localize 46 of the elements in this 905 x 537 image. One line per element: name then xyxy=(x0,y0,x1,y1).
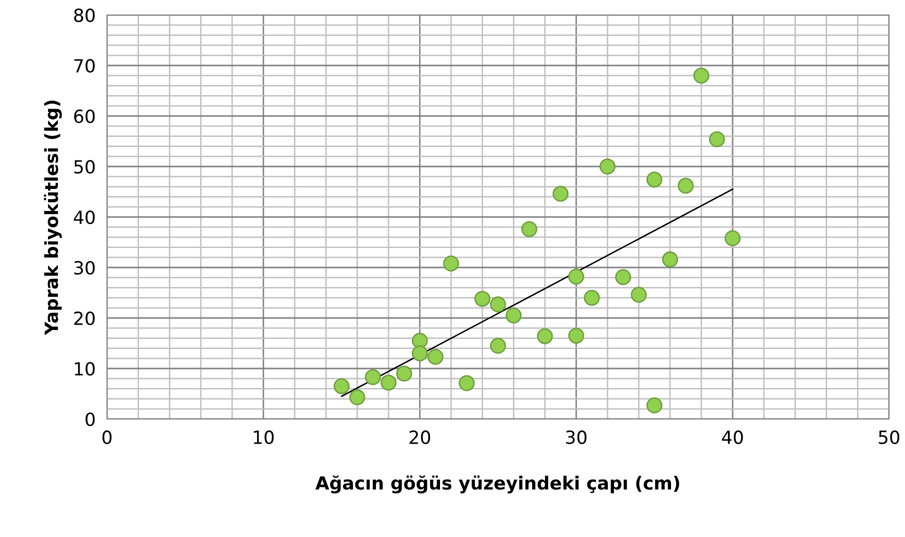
point xyxy=(506,307,522,324)
y-tick-label: 80 xyxy=(74,8,95,22)
y-tick-label: 0 xyxy=(86,412,95,426)
x-tick-label: 10 xyxy=(254,430,274,444)
point xyxy=(552,186,569,202)
x-axis-title: Ağacın göğüs yüzeyindeki çapı (cm) xyxy=(315,475,680,494)
point xyxy=(380,374,397,391)
y-tick-label: 30 xyxy=(74,260,95,275)
point xyxy=(334,378,350,394)
point xyxy=(568,328,584,344)
point xyxy=(646,172,662,188)
point xyxy=(630,286,647,303)
point xyxy=(412,345,428,362)
y-axis-title: Yaprak biyokütlesi (kg) xyxy=(44,100,62,336)
x-tick-label: 50 xyxy=(878,430,900,444)
point xyxy=(615,269,632,286)
x-tick-label: 0 xyxy=(102,430,112,444)
point xyxy=(568,268,584,285)
point xyxy=(646,397,662,414)
y-tick-label: 60 xyxy=(74,109,95,124)
point xyxy=(536,328,553,344)
point xyxy=(708,131,725,148)
x-tick-label: 30 xyxy=(566,430,586,444)
x-tick-label: 40 xyxy=(722,430,743,444)
point xyxy=(490,296,506,312)
y-tick-label: 70 xyxy=(74,58,95,73)
y-tick-label: 20 xyxy=(74,311,95,326)
point xyxy=(427,348,444,365)
point xyxy=(458,375,475,392)
x-tick-label: 20 xyxy=(410,430,430,444)
point xyxy=(724,230,741,246)
point xyxy=(443,255,460,272)
y-tick-label: 50 xyxy=(74,160,95,174)
point xyxy=(474,290,490,307)
point xyxy=(678,178,694,194)
point xyxy=(396,366,412,382)
y-tick-label: 40 xyxy=(74,210,95,224)
point xyxy=(599,158,616,174)
point xyxy=(693,68,710,84)
point xyxy=(349,389,366,406)
y-tick-label: 10 xyxy=(74,362,95,376)
point xyxy=(662,251,678,268)
point xyxy=(521,221,538,238)
point xyxy=(364,369,381,386)
point xyxy=(584,290,600,306)
point xyxy=(490,338,506,354)
